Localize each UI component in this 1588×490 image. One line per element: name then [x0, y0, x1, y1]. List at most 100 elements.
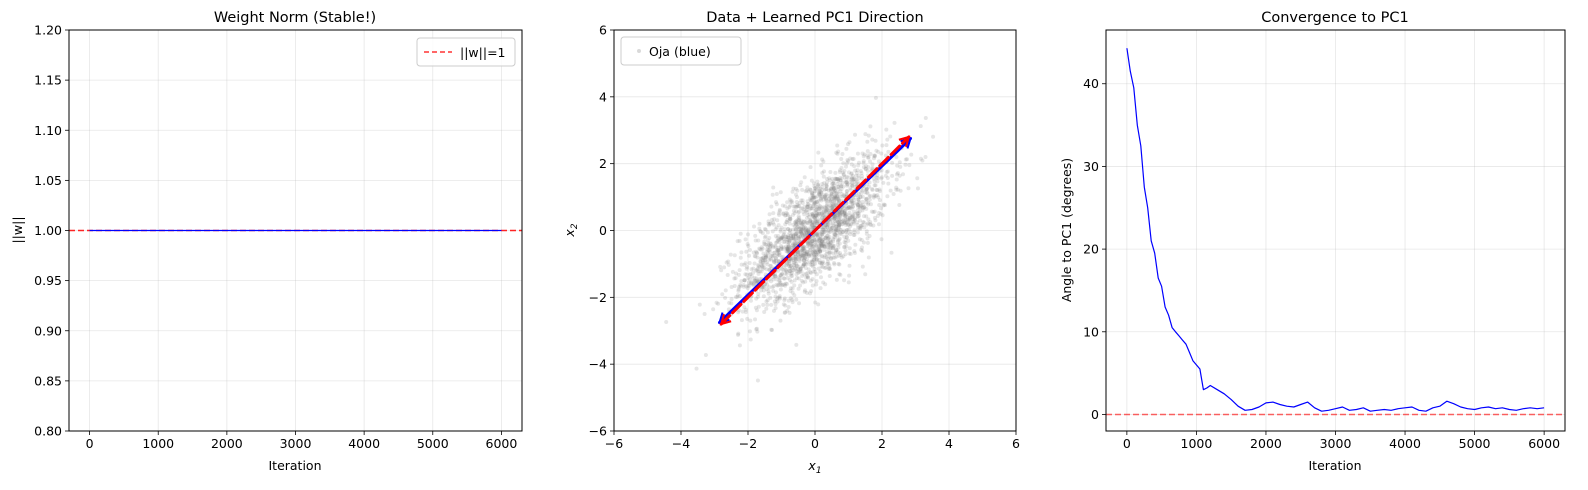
scatter-point [791, 242, 796, 247]
scatter-point [814, 205, 819, 210]
scatter-point [836, 225, 841, 230]
scatter-point [829, 217, 834, 222]
scatter-point [786, 245, 791, 250]
scatter-point [791, 233, 796, 238]
scatter-point [792, 293, 797, 298]
scatter-point [864, 196, 869, 201]
scatter-point [822, 212, 827, 217]
scatter-point [840, 170, 845, 175]
scatter-point [829, 256, 834, 261]
scatter-point [770, 254, 775, 259]
scatter-point [800, 264, 805, 269]
scatter-point [780, 235, 785, 240]
scatter-point [768, 242, 773, 247]
scatter-point [664, 320, 669, 325]
scatter-point [771, 211, 776, 216]
scatter-point [804, 216, 809, 221]
scatter-point [736, 310, 741, 315]
scatter-point [774, 239, 779, 244]
scatter-point [771, 220, 776, 225]
scatter-point [834, 202, 839, 207]
panel-convergence: Convergence to PC1 0 1000 2000 3000 4000 5000… [1059, 10, 1566, 473]
scatter-point [840, 230, 845, 235]
scatter-point [891, 192, 896, 197]
scatter-point [773, 234, 778, 239]
scatter-point [768, 263, 773, 268]
scatter-point [789, 271, 794, 276]
scatter-point [843, 204, 848, 209]
scatter-point [855, 230, 860, 235]
scatter-point [804, 262, 809, 267]
scatter-point [812, 261, 817, 266]
scatter-point [815, 239, 820, 244]
scatter-point [783, 283, 788, 288]
scatter-point [814, 208, 819, 213]
scatter-point [802, 256, 807, 261]
scatter-point [835, 181, 840, 186]
scatter-point [846, 206, 851, 211]
scatter-point [806, 239, 811, 244]
scatter-point [870, 137, 875, 142]
scatter-point [771, 308, 776, 313]
scatter-point [842, 228, 847, 233]
scatter-point [807, 241, 812, 246]
scatter-point [857, 204, 862, 209]
scatter-point [813, 250, 818, 255]
scatter-point [894, 155, 899, 160]
scatter-point [809, 242, 814, 247]
scatter-point [711, 307, 716, 312]
scatter-point [735, 294, 740, 299]
scatter-point [832, 216, 837, 221]
y-tick-label: 1.20 [34, 23, 62, 38]
scatter-point [880, 213, 885, 218]
scatter-point [779, 246, 784, 251]
y-tick-label: 20 [1083, 242, 1099, 257]
scatter-point [824, 184, 829, 189]
scatter-point [838, 212, 843, 217]
scatter-point [826, 230, 831, 235]
scatter-point [800, 248, 805, 253]
scatter-point [839, 186, 844, 191]
scatter-point [755, 378, 760, 383]
scatter-point [816, 199, 821, 204]
scatter-point [822, 205, 827, 210]
scatter-point [782, 282, 787, 287]
scatter-point [804, 257, 809, 262]
scatter-point [758, 256, 763, 261]
scatter-point [842, 240, 847, 245]
scatter-point [881, 203, 886, 208]
scatter-point [812, 237, 817, 242]
scatter-point [786, 233, 791, 238]
scatter-point [783, 263, 788, 268]
scatter-point [797, 200, 802, 205]
scatter-point [808, 187, 813, 192]
scatter-point [812, 199, 817, 204]
scatter-point [800, 226, 805, 231]
scatter-point [784, 249, 789, 254]
scatter-point [781, 211, 786, 216]
scatter-point [861, 220, 866, 225]
scatter-point [762, 235, 767, 240]
scatter-point [781, 240, 786, 245]
scatter-point [787, 218, 792, 223]
scatter-point [751, 250, 756, 255]
scatter-point [799, 248, 804, 253]
scatter-point [833, 229, 838, 234]
scatter-point [865, 236, 870, 241]
scatter-point [839, 210, 844, 215]
scatter-point [847, 210, 852, 215]
scatter-point [802, 207, 807, 212]
scatter-point [819, 198, 824, 203]
scatter-point [819, 261, 824, 266]
scatter-point [773, 290, 778, 295]
scatter-point [827, 250, 832, 255]
scatter-point [797, 215, 802, 220]
scatter-point [855, 214, 860, 219]
scatter-point [768, 247, 773, 252]
scatter-point [818, 190, 823, 195]
scatter-point [818, 212, 823, 217]
scatter-point [848, 224, 853, 229]
x-tick-label: 5000 [1459, 436, 1491, 451]
scatter-point [773, 302, 778, 307]
scatter-point [810, 196, 815, 201]
